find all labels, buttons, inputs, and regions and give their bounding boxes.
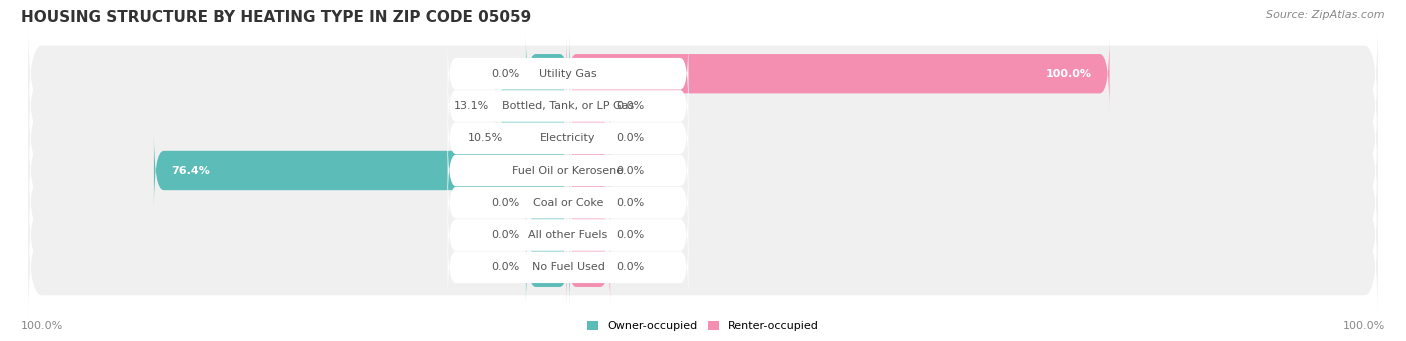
FancyBboxPatch shape — [567, 197, 610, 273]
Text: 0.0%: 0.0% — [617, 133, 645, 143]
FancyBboxPatch shape — [447, 73, 689, 138]
Text: All other Fuels: All other Fuels — [529, 230, 607, 240]
Text: 0.0%: 0.0% — [617, 262, 645, 272]
FancyBboxPatch shape — [567, 164, 610, 241]
Text: Bottled, Tank, or LP Gas: Bottled, Tank, or LP Gas — [502, 101, 634, 111]
FancyBboxPatch shape — [447, 203, 689, 268]
FancyBboxPatch shape — [153, 132, 569, 209]
FancyBboxPatch shape — [510, 100, 569, 177]
FancyBboxPatch shape — [447, 138, 689, 203]
FancyBboxPatch shape — [567, 68, 610, 144]
Legend: Owner-occupied, Renter-occupied: Owner-occupied, Renter-occupied — [582, 316, 824, 336]
FancyBboxPatch shape — [447, 41, 689, 106]
Text: Utility Gas: Utility Gas — [540, 69, 596, 79]
FancyBboxPatch shape — [447, 235, 689, 300]
Text: 13.1%: 13.1% — [454, 101, 489, 111]
Text: Coal or Coke: Coal or Coke — [533, 198, 603, 208]
FancyBboxPatch shape — [28, 182, 1378, 287]
FancyBboxPatch shape — [447, 170, 689, 235]
FancyBboxPatch shape — [28, 118, 1378, 223]
Text: 0.0%: 0.0% — [617, 165, 645, 176]
FancyBboxPatch shape — [28, 86, 1378, 191]
Text: 100.0%: 100.0% — [1046, 69, 1091, 79]
Text: No Fuel Used: No Fuel Used — [531, 262, 605, 272]
Text: 76.4%: 76.4% — [172, 165, 211, 176]
FancyBboxPatch shape — [567, 100, 610, 177]
FancyBboxPatch shape — [567, 132, 610, 209]
Text: 0.0%: 0.0% — [491, 69, 519, 79]
FancyBboxPatch shape — [28, 54, 1378, 159]
Text: 0.0%: 0.0% — [491, 230, 519, 240]
Text: Electricity: Electricity — [540, 133, 596, 143]
FancyBboxPatch shape — [496, 68, 569, 144]
Text: 100.0%: 100.0% — [21, 321, 63, 331]
FancyBboxPatch shape — [526, 229, 569, 306]
FancyBboxPatch shape — [28, 215, 1378, 320]
FancyBboxPatch shape — [567, 229, 610, 306]
Text: 100.0%: 100.0% — [1343, 321, 1385, 331]
Text: HOUSING STRUCTURE BY HEATING TYPE IN ZIP CODE 05059: HOUSING STRUCTURE BY HEATING TYPE IN ZIP… — [21, 10, 531, 25]
FancyBboxPatch shape — [526, 197, 569, 273]
Text: Fuel Oil or Kerosene: Fuel Oil or Kerosene — [512, 165, 624, 176]
FancyBboxPatch shape — [28, 150, 1378, 255]
Text: 0.0%: 0.0% — [617, 101, 645, 111]
Text: Source: ZipAtlas.com: Source: ZipAtlas.com — [1267, 10, 1385, 20]
FancyBboxPatch shape — [526, 164, 569, 241]
Text: 0.0%: 0.0% — [617, 198, 645, 208]
Text: 10.5%: 10.5% — [468, 133, 503, 143]
FancyBboxPatch shape — [447, 106, 689, 171]
Text: 0.0%: 0.0% — [491, 262, 519, 272]
FancyBboxPatch shape — [567, 35, 1109, 112]
Text: 0.0%: 0.0% — [491, 198, 519, 208]
FancyBboxPatch shape — [28, 21, 1378, 126]
Text: 0.0%: 0.0% — [617, 230, 645, 240]
FancyBboxPatch shape — [526, 35, 569, 112]
